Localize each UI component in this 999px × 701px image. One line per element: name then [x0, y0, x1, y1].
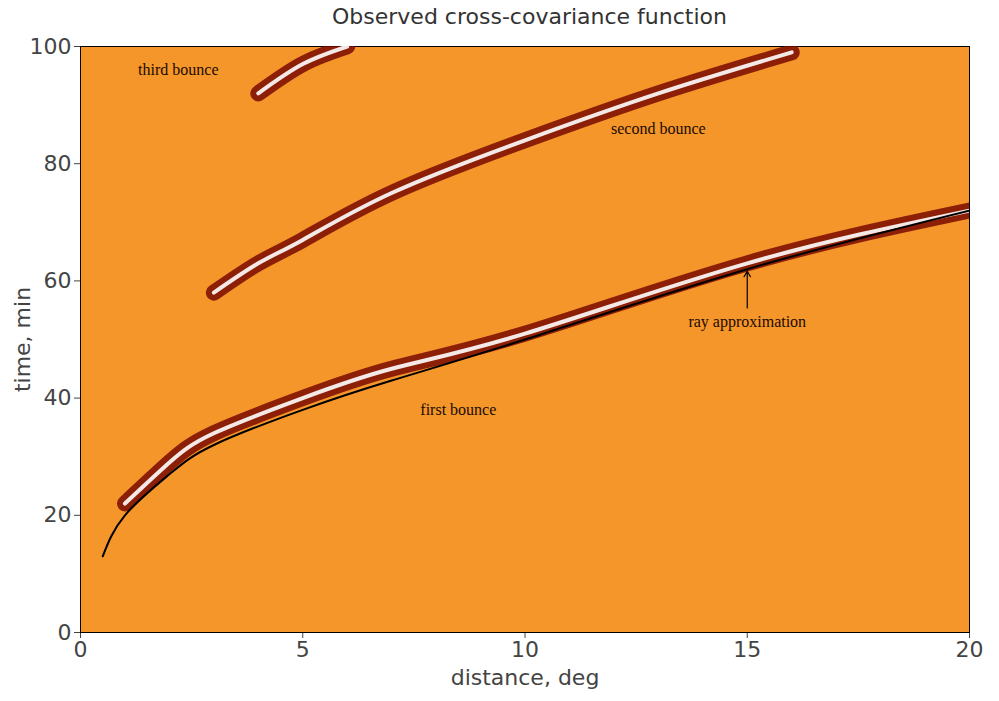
svg-text:first bounce: first bounce — [420, 401, 496, 418]
svg-text:80: 80 — [44, 151, 72, 176]
svg-text:time, min: time, min — [10, 287, 35, 392]
svg-text:10: 10 — [511, 637, 539, 662]
svg-text:third bounce: third bounce — [138, 61, 218, 78]
svg-text:ray approximation: ray approximation — [688, 313, 806, 331]
svg-text:100: 100 — [30, 34, 72, 59]
svg-text:distance, deg: distance, deg — [451, 665, 600, 690]
svg-text:0: 0 — [74, 637, 88, 662]
svg-text:15: 15 — [733, 637, 761, 662]
svg-text:0: 0 — [58, 620, 72, 645]
svg-text:40: 40 — [44, 385, 72, 410]
svg-text:second bounce: second bounce — [611, 120, 706, 137]
svg-text:60: 60 — [44, 268, 72, 293]
svg-text:20: 20 — [956, 637, 984, 662]
svg-text:5: 5 — [296, 637, 310, 662]
svg-text:20: 20 — [44, 502, 72, 527]
html-text:Observed cross-covariance func: Observed cross-covariance function — [332, 4, 727, 29]
